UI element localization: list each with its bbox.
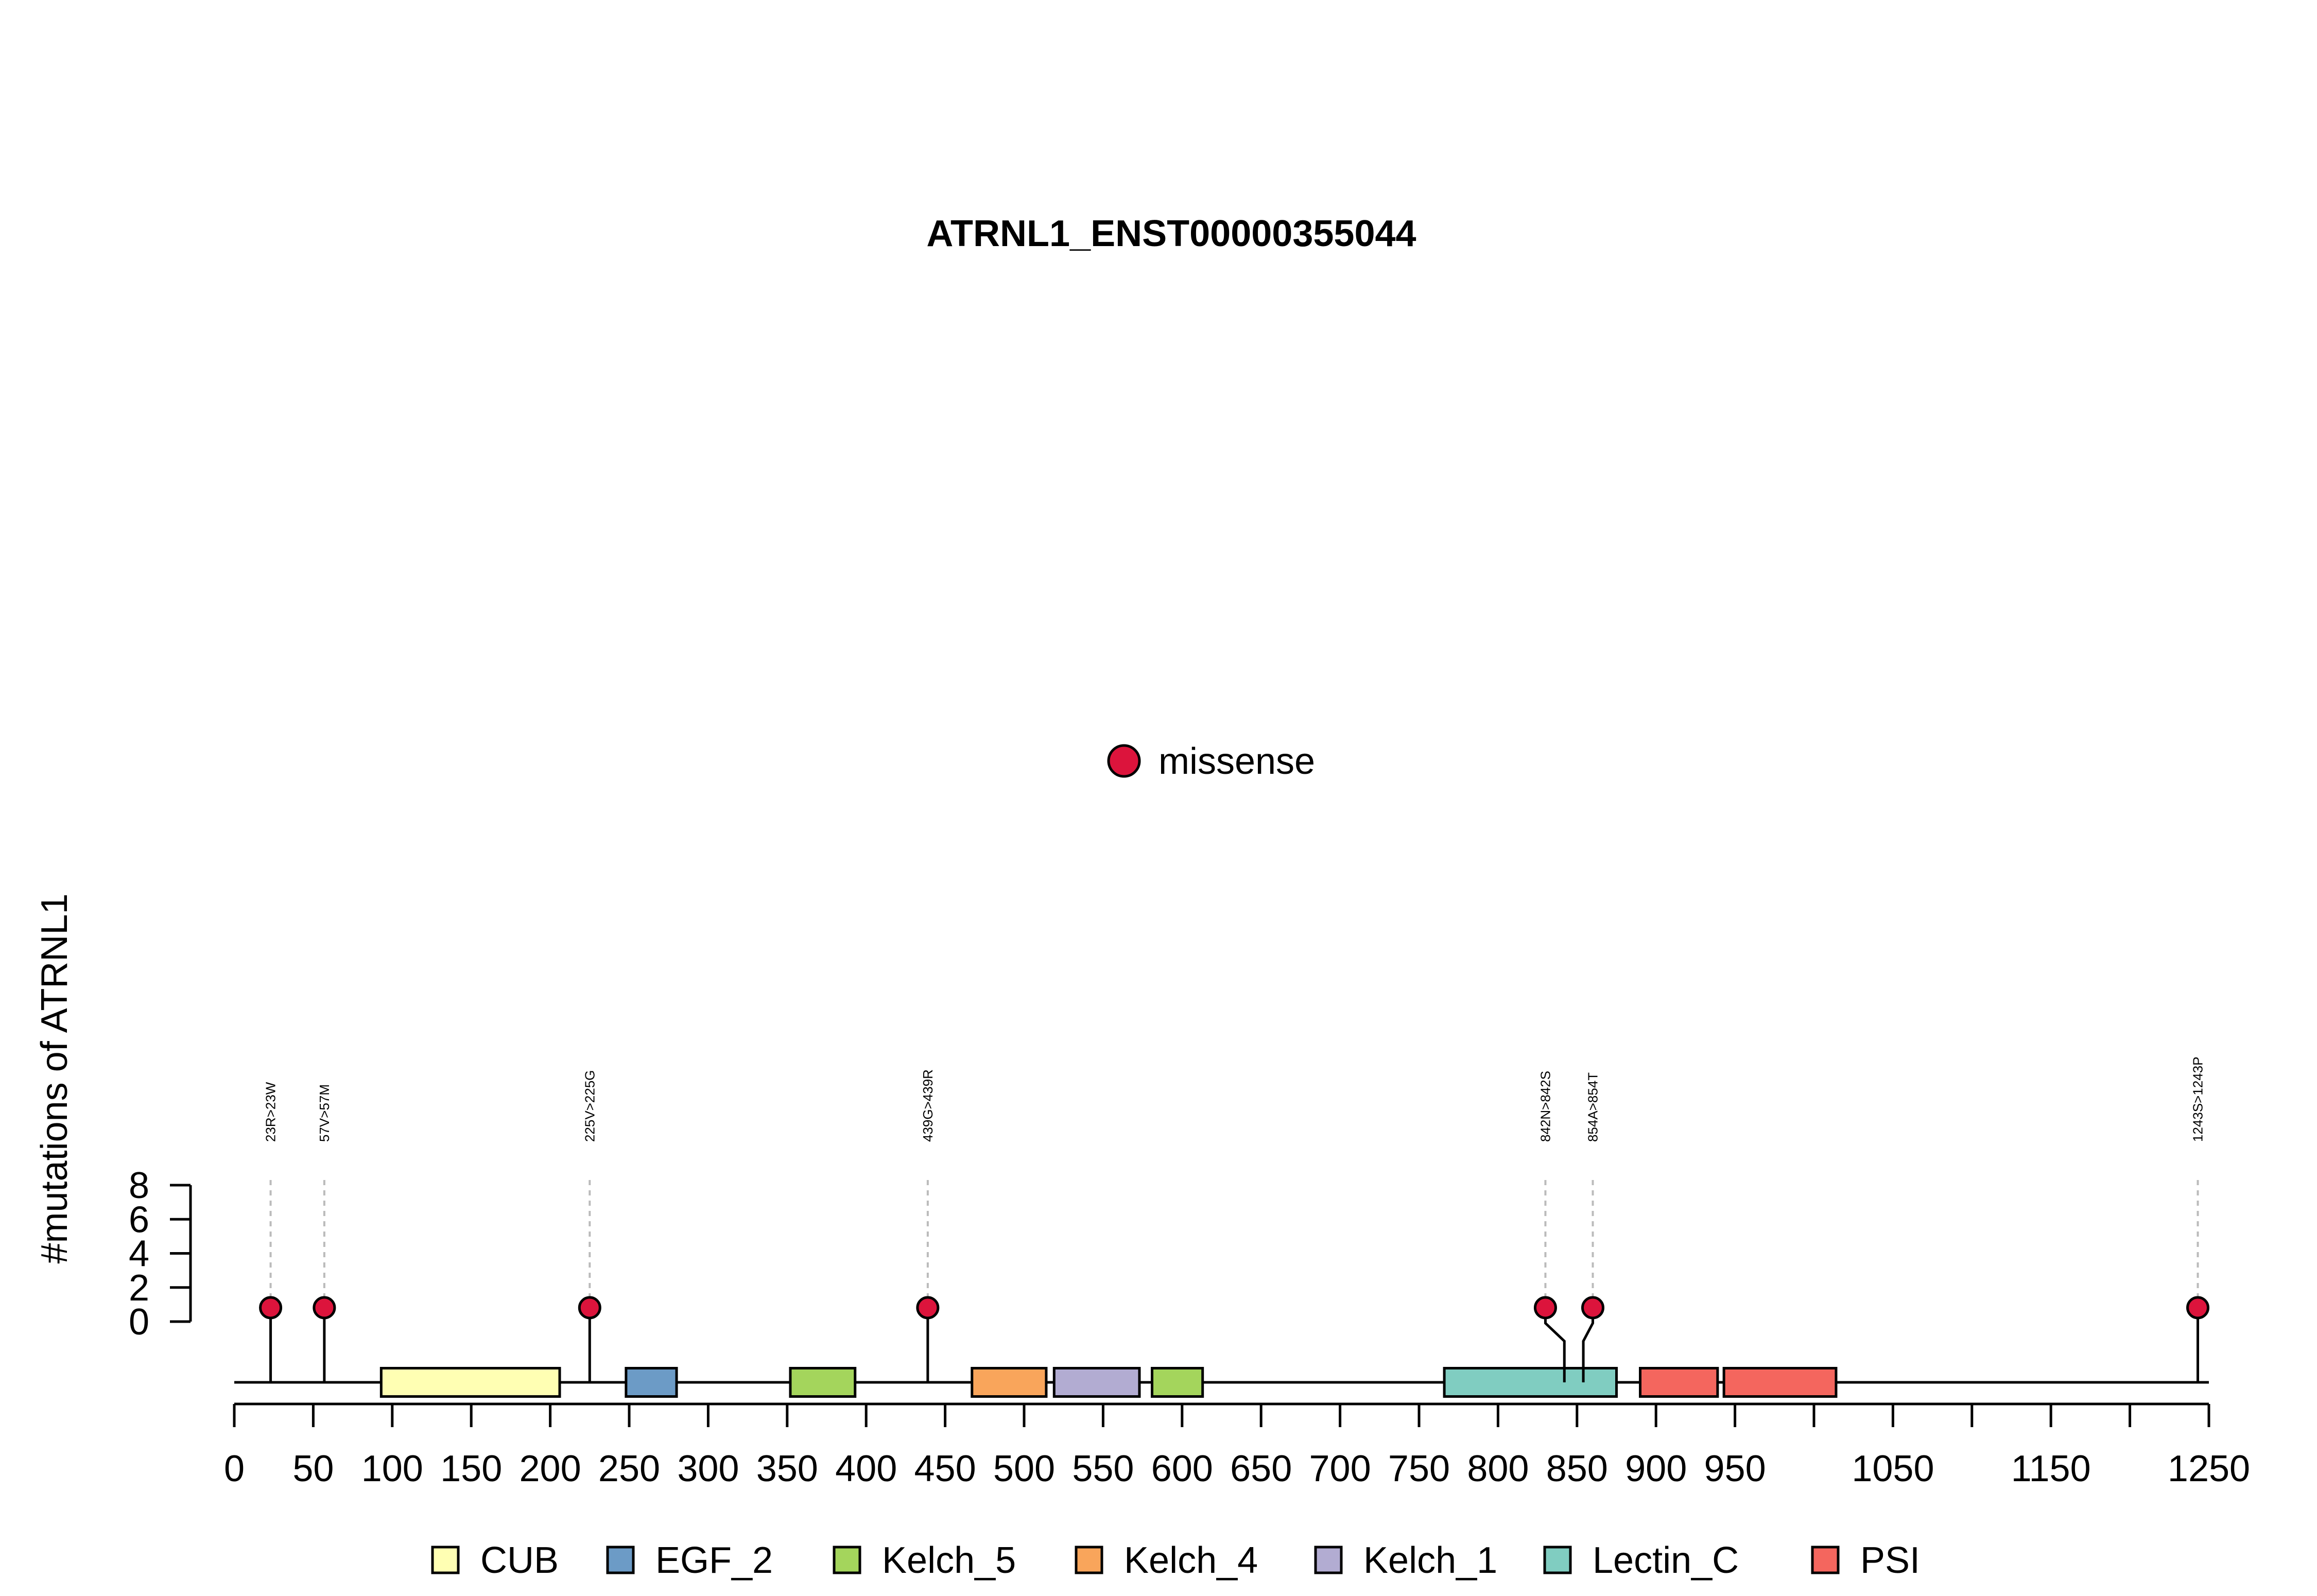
domain-EGF_2-1 xyxy=(625,1367,678,1398)
legend-EGF_2-swatch xyxy=(606,1546,635,1574)
mutation-head-842 xyxy=(1533,1296,1557,1320)
legend-missense-label: missense xyxy=(1158,741,1315,782)
x-tick-label-1050: 1050 xyxy=(1852,1448,1934,1489)
legend-CUB-swatch xyxy=(431,1546,460,1574)
domain-CUB-0 xyxy=(379,1367,561,1398)
x-tick-label-200: 200 xyxy=(520,1448,581,1489)
chart-title: ATRNL1_ENST00000355044 xyxy=(926,213,1416,254)
x-tick-label-100: 100 xyxy=(361,1448,423,1489)
x-tick-label-750: 750 xyxy=(1388,1448,1450,1489)
y-tick-label-0: 0 xyxy=(129,1302,149,1343)
x-tick-label-500: 500 xyxy=(993,1448,1055,1489)
mutation-label-854: 854A>854T xyxy=(1585,1072,1600,1142)
x-tick-label-1150: 1150 xyxy=(2011,1448,2091,1489)
x-axis: 0 50 100 150 200 250 300 350 400 450 500 550 600 650 7… xyxy=(224,1402,2250,1489)
x-tick-label-700: 700 xyxy=(1309,1448,1371,1489)
mutation-head-439 xyxy=(916,1296,940,1320)
mutation-head-57 xyxy=(313,1296,336,1320)
legend-Lectin_C-swatch xyxy=(1543,1546,1572,1574)
domain-legend: CUB EGF_2 Kelch_5 Kelch_4 Kelch_1 Lectin_C PSI xyxy=(431,1540,1920,1581)
legend-Kelch_1-label: Kelch_1 xyxy=(1363,1540,1497,1581)
y-axis-label: #mutations of ATRNL1 xyxy=(34,893,75,1263)
x-tick-label-450: 450 xyxy=(914,1448,976,1489)
domain-Kelch_4-3 xyxy=(971,1367,1048,1398)
mutation-head-1243 xyxy=(2186,1296,2210,1320)
x-tick-label-600: 600 xyxy=(1151,1448,1213,1489)
mutation-label-225: 225V>225G xyxy=(582,1070,597,1142)
legend-Kelch_4-label: Kelch_4 xyxy=(1124,1540,1258,1581)
x-tick-label-0: 0 xyxy=(224,1448,245,1489)
legend-Kelch_5-swatch xyxy=(833,1546,861,1574)
legend-Kelch_5-label: Kelch_5 xyxy=(882,1540,1016,1581)
domain-Kelch_5-5 xyxy=(1151,1367,1204,1398)
x-tick-label-550: 550 xyxy=(1072,1448,1134,1489)
mutation-type-legend: missense xyxy=(1107,741,1315,782)
x-tick-label-400: 400 xyxy=(835,1448,897,1489)
mutation-label-1243: 1243S>1243P xyxy=(2190,1056,2206,1142)
x-tick-label-950: 950 xyxy=(1704,1448,1766,1489)
mutation-head-225 xyxy=(578,1296,601,1320)
domain-Kelch_1-4 xyxy=(1052,1367,1141,1398)
domain-Kelch_5-2 xyxy=(789,1367,857,1398)
domain-boxes xyxy=(379,1367,1838,1398)
mutation-head-854 xyxy=(1581,1296,1604,1320)
x-tick-label-1250: 1250 xyxy=(2168,1448,2250,1489)
y-tick-label-8: 8 xyxy=(129,1165,149,1206)
mutation-label-439: 439G>439R xyxy=(920,1069,936,1142)
legend-PSI-swatch xyxy=(1811,1546,1840,1574)
x-tick-label-800: 800 xyxy=(1467,1448,1529,1489)
legend-PSI-label: PSI xyxy=(1860,1540,1920,1581)
x-tick-label-900: 900 xyxy=(1625,1448,1687,1489)
mutation-label-23: 23R>23W xyxy=(263,1082,279,1142)
legend-EGF_2-label: EGF_2 xyxy=(655,1540,773,1581)
domain-Lectin_C-6 xyxy=(1443,1367,1618,1398)
y-tick-label-6: 6 xyxy=(129,1199,149,1240)
domain-PSI-8 xyxy=(1722,1367,1838,1398)
legend-missense-marker xyxy=(1107,744,1141,778)
mutation-head-23 xyxy=(259,1296,283,1320)
y-tick-label-4: 4 xyxy=(129,1234,149,1275)
mutation-lollipops: 23R>23W 57V>57M 225V>225G 439G>439R 842N>842… xyxy=(259,1056,2210,1382)
y-tick-label-2: 2 xyxy=(129,1268,149,1309)
mutation-label-57: 57V>57M xyxy=(317,1084,332,1142)
domain-PSI-7 xyxy=(1639,1367,1719,1398)
legend-Lectin_C-label: Lectin_C xyxy=(1593,1540,1739,1581)
x-tick-label-300: 300 xyxy=(677,1448,739,1489)
legend-Kelch_1-swatch xyxy=(1314,1546,1343,1574)
legend-Kelch_4-swatch xyxy=(1075,1546,1103,1574)
x-tick-label-150: 150 xyxy=(440,1448,502,1489)
x-tick-label-350: 350 xyxy=(756,1448,818,1489)
x-tick-label-850: 850 xyxy=(1546,1448,1608,1489)
mutation-label-842: 842N>842S xyxy=(1537,1071,1553,1142)
x-tick-label-50: 50 xyxy=(292,1448,334,1489)
legend-CUB-label: CUB xyxy=(480,1540,559,1581)
x-tick-label-250: 250 xyxy=(598,1448,660,1489)
x-tick-label-650: 650 xyxy=(1230,1448,1292,1489)
